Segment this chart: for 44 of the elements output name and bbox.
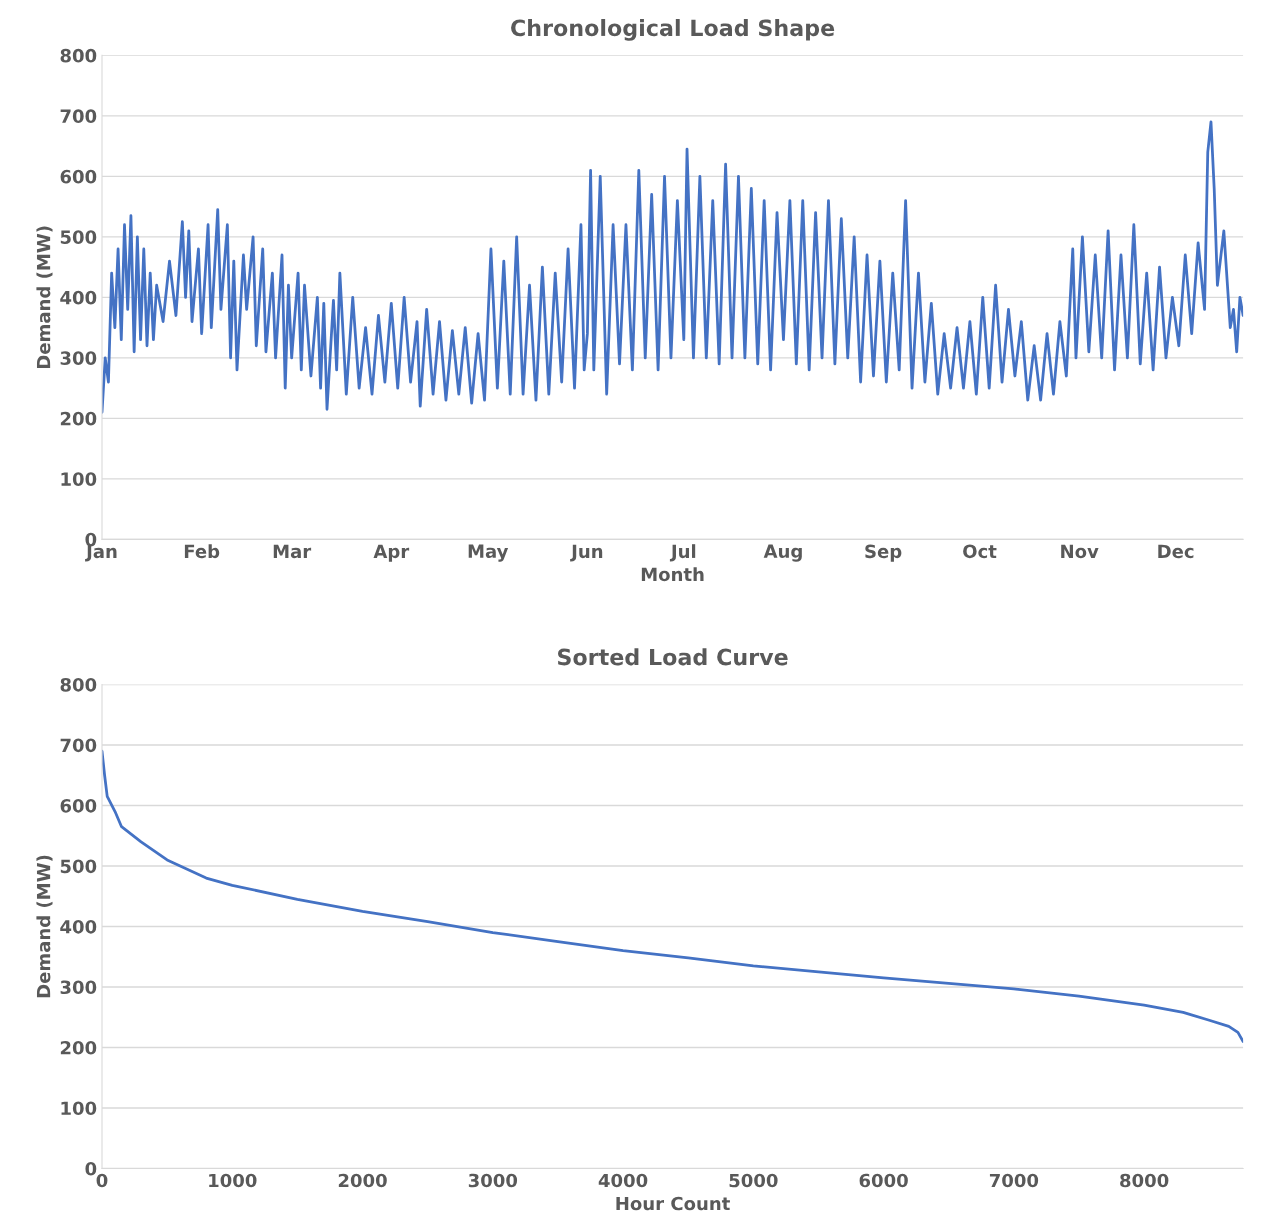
x-tick-label: Nov	[1061, 544, 1099, 559]
x-tick-label: Jun	[570, 544, 603, 562]
x-tick-label: May	[468, 544, 509, 562]
x-tick-label: Aug	[763, 544, 802, 562]
x-tick-label: Oct	[963, 544, 997, 559]
y-tick-label: 200	[60, 1040, 97, 1055]
y-tick-label: 500	[60, 230, 97, 244]
y-tick-label: 700	[60, 738, 97, 753]
x-axis-title: Month	[641, 567, 704, 582]
x-tick-label: 7000	[989, 1173, 1039, 1188]
y-tick-label: 600	[60, 169, 97, 184]
y-tick-label: 300	[60, 980, 97, 995]
x-tick-label: 4000	[598, 1173, 648, 1188]
x-tick-label: 0	[96, 1173, 108, 1188]
y-axis-title: Demand (MW)	[36, 855, 53, 998]
x-tick-label: 6000	[859, 1173, 908, 1188]
y-tick-label: 400	[60, 290, 97, 305]
x-tick-label: Feb	[184, 544, 220, 559]
x-tick-label: 5000	[729, 1173, 778, 1188]
y-tick-label: 100	[61, 472, 97, 486]
line-series	[102, 749, 1244, 1043]
y-tick-label: 0	[85, 1161, 97, 1176]
x-tick-label: Dec	[1158, 544, 1194, 559]
x-tick-label: 1000	[209, 1173, 257, 1188]
x-tick-label: Apr	[373, 544, 410, 562]
x-tick-label: 2000	[338, 1173, 387, 1188]
y-tick-label: 300	[60, 351, 97, 365]
chart-title: Chronological Load Shape	[511, 19, 835, 41]
y-tick-label: 400	[60, 919, 97, 934]
x-tick-label: 8000	[1120, 1173, 1169, 1188]
y-tick-label: 100	[61, 1101, 97, 1116]
y-tick-label: 700	[60, 109, 97, 123]
x-tick-label: Sep	[865, 544, 902, 562]
y-tick-label: 600	[60, 798, 97, 813]
y-tick-label: 200	[60, 411, 97, 426]
y-tick-label: 800	[60, 677, 97, 692]
x-tick-label: Jul	[669, 544, 696, 562]
y-tick-label: 800	[60, 48, 97, 63]
y-tick-label: 500	[60, 859, 97, 874]
chart-title: Sorted Load Curve	[558, 648, 788, 666]
x-axis-title: Hour Count	[616, 1196, 730, 1211]
x-tick-label: 3000	[468, 1173, 518, 1188]
x-tick-label: Mar	[273, 544, 312, 559]
y-axis-title: Demand (MW)	[36, 226, 53, 369]
